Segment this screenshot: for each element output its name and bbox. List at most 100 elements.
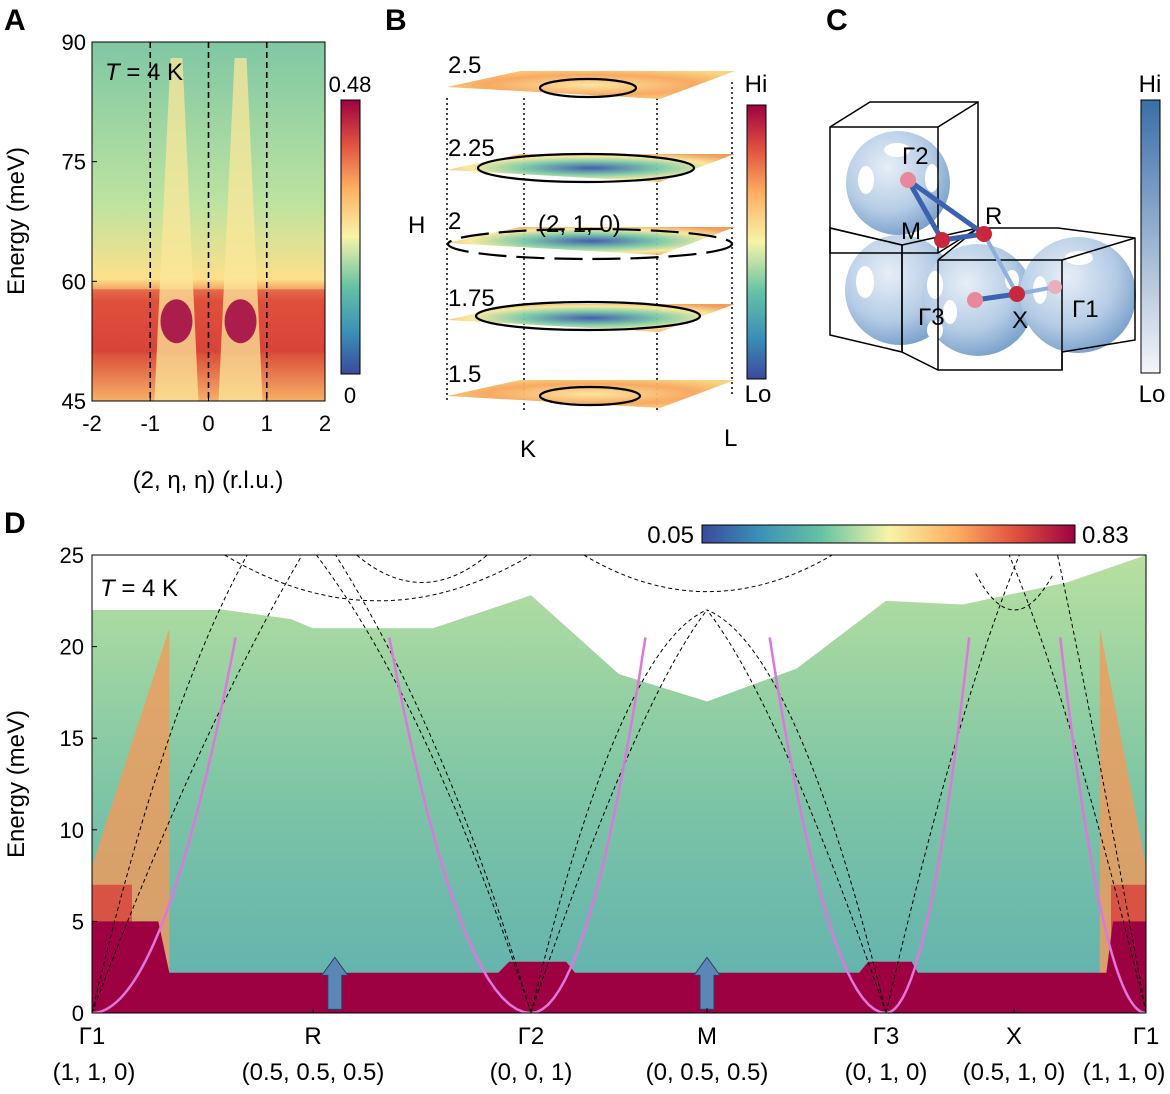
x-tick-label-2: 0	[202, 411, 214, 436]
panel-c-cb-hi: Hi	[1139, 71, 1162, 98]
band-hotspot-1	[224, 299, 257, 344]
panel-c-colorbar	[1140, 99, 1161, 374]
panel-b-cb-hi: Hi	[745, 71, 768, 98]
panel-b-frame-lines	[446, 82, 733, 410]
theory-dispersion-12	[356, 555, 488, 583]
path-coord-0: (1, 1, 0)	[53, 1059, 136, 1086]
theory-dispersion-10	[1057, 555, 1146, 1013]
contour-0	[538, 77, 638, 99]
panel-b-colorbar	[746, 104, 767, 380]
panel-c-label-gamma1: Γ1	[1072, 296, 1099, 323]
parabola-0	[92, 637, 237, 1013]
x-tick-label-1: -1	[140, 411, 160, 436]
y-tick-label-3: 15	[60, 726, 84, 751]
theory-dispersion-1	[92, 555, 303, 1013]
path-label-3: M	[697, 1023, 717, 1050]
panel-d-letter: D	[4, 507, 26, 540]
path-label-5: X	[1006, 1023, 1022, 1050]
panel-d: D T = 4 K 0 5 10 15 20 25 Γ1 (1, 1, 0) R (0.5, 0.…	[3, 507, 1165, 1086]
x-tick-label-3: 1	[261, 411, 273, 436]
y-tick-label-2: 75	[62, 150, 86, 175]
path-coord-1: (0.5, 0.5, 0.5)	[242, 1059, 385, 1086]
theory-dispersion-8	[885, 555, 1020, 1013]
panel-a-axes: -2 -1 0 1 2 45 60 75 90	[62, 30, 332, 436]
contour-1	[476, 152, 696, 184]
m-point	[934, 232, 950, 248]
theory-dispersion-13	[975, 573, 1055, 611]
plate-4	[447, 380, 735, 408]
panel-b-axis-l: L	[724, 425, 737, 452]
path-label-4: Γ3	[873, 1023, 900, 1050]
theory-dispersion-4	[530, 609, 708, 1013]
panel-a-colorbar	[340, 99, 361, 375]
y-tick-label-1: 60	[62, 269, 86, 294]
theory-dispersion-14	[224, 555, 532, 602]
path-coord-5: (0.5, 1, 0)	[963, 1059, 1066, 1086]
panel-a-branches	[92, 57, 325, 401]
gap-arrow-1	[693, 956, 721, 1010]
panel-d-cb-min: 0.05	[647, 522, 694, 549]
panel-d-frame	[91, 554, 1147, 1014]
panel-c-path	[900, 172, 1062, 308]
r-point	[976, 226, 992, 242]
path-coord-4: (0, 1, 0)	[845, 1059, 928, 1086]
panel-c-label-m: M	[901, 218, 921, 245]
panel-a-letter: A	[4, 4, 26, 37]
path-coord-3: (0, 0.5, 0.5)	[646, 1059, 769, 1086]
y-tick-label-2: 10	[60, 818, 84, 843]
panel-b-plates: 2.5 2.25 2 1.75 1.5	[446, 52, 735, 408]
contour-3	[474, 300, 702, 332]
panel-a-temperature: T = 4 K	[105, 59, 183, 86]
gap-arrow-0	[320, 956, 349, 1010]
contour-4	[538, 385, 642, 407]
gamma1-point	[1048, 280, 1062, 294]
path-label-0: Γ1	[79, 1023, 106, 1050]
level-label-0: 2.5	[448, 52, 481, 79]
panel-a-ylabel: Energy (meV)	[3, 147, 30, 295]
panel-d-parabolas	[92, 637, 1146, 1013]
panel-d-plot-area	[92, 555, 1146, 1013]
panel-d-temperature: T = 4 K	[100, 575, 178, 602]
panel-d-temp-value: = 4 K	[115, 575, 178, 602]
parabola-2	[768, 637, 971, 1013]
path-coord-2: (0, 0, 1)	[490, 1059, 573, 1086]
panel-c-label-gamma3: Γ3	[918, 304, 945, 331]
gamma3-point	[967, 292, 983, 308]
band-hotspot-0	[160, 299, 193, 344]
parabola-1	[388, 637, 647, 1013]
theory-dispersion-11	[583, 555, 833, 593]
gamma2-point	[900, 172, 916, 188]
panel-d-ylabel: Energy (meV)	[3, 710, 30, 858]
level-label-1: 2.25	[448, 135, 495, 162]
path-label-1: R	[304, 1023, 321, 1050]
level-label-4: 1.5	[448, 361, 481, 388]
panel-d-temp-box	[92, 568, 218, 610]
theory-dispersion-3	[315, 555, 532, 1013]
panel-c-cb-lo: Lo	[1139, 381, 1166, 408]
y-tick-label-1: 5	[72, 909, 84, 934]
panel-c-label-gamma2: Γ2	[902, 143, 929, 170]
plate-0	[447, 71, 735, 99]
panel-a-temp-value: = 4 K	[120, 59, 183, 86]
x-point	[1009, 286, 1025, 302]
panel-d-temp-symbol: T	[100, 575, 117, 602]
contour-2	[446, 227, 734, 261]
panel-c-label-x: X	[1012, 307, 1028, 334]
theory-dispersion-7	[706, 609, 887, 1013]
x-tick-label-0: -2	[82, 411, 102, 436]
y-tick-label-0: 0	[72, 1001, 84, 1026]
panel-b-center-label: (2, 1, 0)	[538, 211, 621, 238]
panel-b-letter: B	[385, 4, 407, 37]
theory-dispersion-9	[1008, 555, 1146, 1013]
panel-a: A -2 -1 0 1 2 45 60 75 90 T = 4 K Energy (meV) (…	[3, 4, 371, 494]
panel-a-xlabel: (2, η, η) (r.l.u.)	[133, 467, 284, 494]
panel-b: B 2.5 2.25 2 1.75 1.5 H K L (2, 1, 0) Hi Lo	[385, 4, 771, 463]
level-label-3: 1.75	[448, 285, 495, 312]
y-tick-label-3: 90	[62, 30, 86, 55]
panel-b-cb-lo: Lo	[745, 381, 772, 408]
plate-2	[447, 227, 735, 255]
y-tick-label-0: 45	[62, 389, 86, 414]
panel-b-axis-k: K	[520, 436, 536, 463]
path-coord-6: (1, 1, 0)	[1083, 1059, 1166, 1086]
